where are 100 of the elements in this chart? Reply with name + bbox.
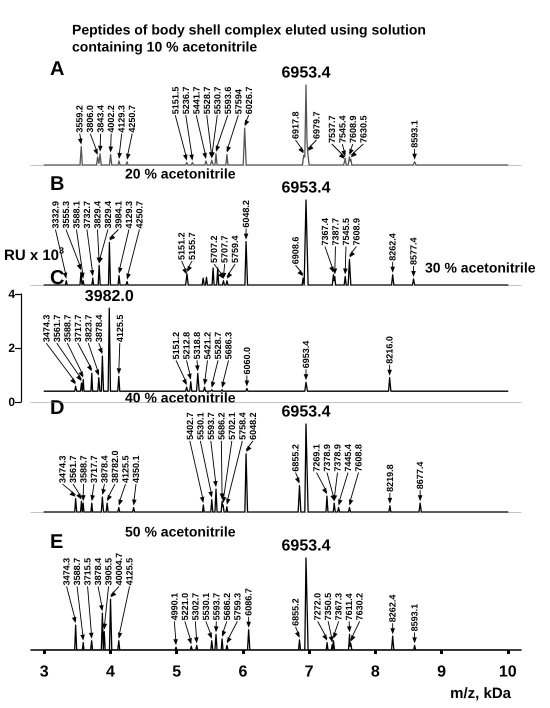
- annotation: 3843.4: [96, 105, 106, 133]
- annotation: 6855.2: [290, 598, 300, 626]
- chart-title: C: [50, 267, 64, 289]
- annotation: 3717.7: [89, 456, 99, 484]
- annotation: 5155.7: [187, 232, 198, 260]
- annotation: 4125.5: [120, 456, 130, 484]
- annotation: 7350.5: [323, 592, 334, 620]
- annotation: 6953.4: [282, 180, 331, 196]
- annotation: 7269.1: [311, 444, 322, 472]
- annotation: 5530.7: [212, 86, 222, 114]
- annotation: 5593.6: [222, 86, 233, 114]
- annotation: 7367.3: [334, 592, 344, 620]
- annotation: 5593.7: [211, 592, 222, 620]
- annotation: 4125.5: [114, 314, 125, 342]
- x-tick-label: 5: [172, 664, 182, 680]
- annotation: 4250.7: [134, 200, 144, 228]
- annotation: 6953.4: [300, 340, 311, 368]
- x-axis-title: m/z, kDa: [450, 685, 512, 702]
- chart-subtitle: 30 % acetonitrile: [425, 260, 536, 276]
- annotation: 3717.7: [72, 314, 83, 342]
- annotation: 3905.5: [104, 558, 114, 586]
- annotation: 5707.7: [220, 235, 230, 263]
- annotation: 6026.7: [244, 86, 254, 114]
- x-tick-label: 6: [238, 664, 248, 680]
- annotation: 3588.7: [72, 558, 82, 586]
- annotation: 6060.0: [242, 346, 252, 374]
- annotation: 3588.7: [62, 314, 72, 342]
- annotation: 5221.0: [180, 592, 190, 620]
- annotation: 5759.3: [232, 592, 242, 620]
- annotation: 7272.0: [312, 592, 323, 620]
- annotation: 5402.7: [184, 412, 195, 440]
- chart-title: B: [50, 173, 64, 195]
- annotation: 3732.7: [82, 200, 92, 228]
- annotation: 7545.5: [340, 218, 351, 246]
- annotation: 5686.3: [224, 332, 234, 360]
- annotation: 5759.4: [230, 235, 240, 263]
- annotation: 5151.2: [171, 332, 182, 360]
- annotation: 7445.4: [342, 444, 353, 472]
- annotation: 3555.3: [60, 200, 71, 228]
- annotation: 5758.4: [237, 412, 248, 440]
- annotation: 3984.1: [113, 200, 124, 228]
- annotation: 5702.1: [226, 412, 237, 440]
- chart-title: D: [50, 397, 64, 419]
- annotation: 7367.4: [320, 218, 330, 246]
- annotation: 3829.4: [102, 200, 113, 228]
- annotation: 6048.2: [248, 412, 258, 440]
- annotation: 4125.5: [124, 558, 135, 586]
- annotation: 5318.8: [192, 332, 202, 360]
- annotation: 5686.2: [222, 592, 232, 620]
- annotation: 3878.4: [100, 456, 110, 484]
- annotation: 7608.8: [353, 444, 364, 472]
- annotation: 4350.1: [131, 456, 141, 484]
- x-tick-label: 10: [498, 664, 517, 680]
- annotation: 8262.4: [388, 233, 398, 261]
- annotation: 3878.4: [94, 314, 104, 342]
- annotation: 4002.2: [106, 105, 116, 133]
- chart-title: A: [50, 58, 64, 80]
- annotation: 6953.4: [282, 538, 331, 554]
- annotation: 5593.7: [206, 412, 216, 440]
- annotation: 3806.0: [85, 105, 96, 133]
- annotation: 7630.2: [354, 592, 365, 620]
- annotation: 5302.7: [190, 592, 200, 620]
- annotation: 6855.2: [290, 444, 300, 472]
- annotation: 5530.1: [200, 592, 211, 620]
- annotation: 3559.2: [74, 105, 85, 133]
- annotation: 6048.2: [241, 200, 252, 228]
- annotation: 8593.1: [410, 604, 420, 632]
- chart-subtitle: 20 % acetonitrile: [125, 166, 236, 182]
- annotation: 8677.4: [415, 462, 426, 490]
- chart-subtitle: 40 % acetonitrile: [125, 390, 236, 406]
- annotation: 5151.5: [170, 86, 180, 114]
- annotation: 7378.9: [322, 444, 332, 472]
- annotation: 5421.2: [202, 332, 213, 360]
- annotation: 3823.7: [83, 314, 94, 342]
- x-tick-label: 8: [370, 664, 380, 680]
- y-tick-label: 4: [8, 287, 16, 301]
- annotation: 6908.6: [290, 236, 300, 264]
- x-tick-label: 3: [40, 664, 49, 680]
- annotation: 6917.8: [290, 111, 300, 139]
- x-tick-label: 9: [437, 664, 446, 680]
- annotation: 5686.2: [216, 412, 226, 440]
- annotation: 40004.7: [114, 552, 124, 586]
- annotation: 5212.8: [182, 332, 192, 360]
- annotation: 6979.7: [311, 111, 322, 139]
- annotation: 4129.3: [124, 200, 134, 228]
- annotation: 6953.4: [282, 404, 331, 420]
- annotation: 7608.9: [351, 218, 362, 246]
- annotation: 6953.4: [282, 64, 331, 82]
- annotation: 3474.3: [58, 456, 68, 484]
- x-tick-label: 4: [106, 664, 116, 680]
- annotation: 3829.4: [92, 200, 102, 228]
- annotation: 7387.7: [330, 218, 340, 246]
- annotation: 8219.8: [384, 464, 395, 492]
- annotation: 3715.5: [82, 558, 93, 586]
- annotation: 8577.4: [408, 238, 419, 266]
- annotation: 3588.7: [78, 456, 88, 484]
- annotation: 5707.2: [209, 235, 220, 263]
- annotation: 5528.7: [202, 86, 212, 114]
- annotation: 3332.9: [50, 200, 60, 228]
- annotation: 3561.7: [68, 456, 78, 484]
